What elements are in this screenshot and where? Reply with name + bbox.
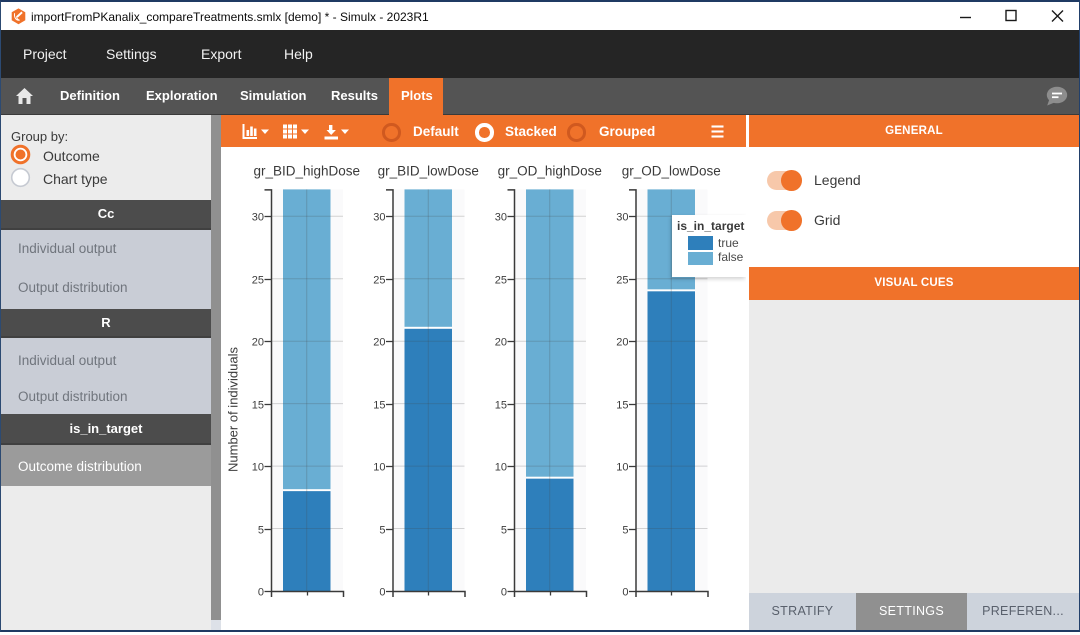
svg-text:20: 20 (373, 336, 385, 348)
svg-text:15: 15 (616, 399, 628, 411)
svg-text:15: 15 (495, 399, 507, 411)
svg-text:10: 10 (252, 461, 264, 473)
svg-text:30: 30 (616, 211, 628, 223)
svg-text:Number of individuals: Number of individuals (226, 347, 241, 473)
svg-text:20: 20 (616, 336, 628, 348)
svg-text:gr_BID_lowDose: gr_BID_lowDose (378, 164, 479, 179)
svg-text:gr_OD_highDose: gr_OD_highDose (498, 164, 602, 179)
svg-text:10: 10 (616, 461, 628, 473)
svg-text:30: 30 (495, 211, 507, 223)
svg-text:0: 0 (258, 586, 264, 598)
svg-text:30: 30 (373, 211, 385, 223)
svg-text:10: 10 (373, 461, 385, 473)
svg-text:15: 15 (373, 399, 385, 411)
svg-text:gr_BID_highDose: gr_BID_highDose (253, 164, 360, 179)
svg-text:0: 0 (379, 586, 385, 598)
svg-text:30: 30 (252, 211, 264, 223)
svg-text:10: 10 (495, 461, 507, 473)
svg-text:0: 0 (501, 586, 507, 598)
svg-text:25: 25 (616, 274, 628, 286)
svg-text:25: 25 (495, 274, 507, 286)
svg-text:5: 5 (258, 524, 264, 536)
svg-text:20: 20 (252, 336, 264, 348)
svg-text:20: 20 (495, 336, 507, 348)
svg-text:25: 25 (252, 274, 264, 286)
svg-text:25: 25 (373, 274, 385, 286)
svg-text:5: 5 (501, 524, 507, 536)
svg-text:15: 15 (252, 399, 264, 411)
svg-text:gr_OD_lowDose: gr_OD_lowDose (622, 164, 721, 179)
svg-text:5: 5 (379, 524, 385, 536)
svg-text:5: 5 (622, 524, 628, 536)
svg-text:0: 0 (622, 586, 628, 598)
